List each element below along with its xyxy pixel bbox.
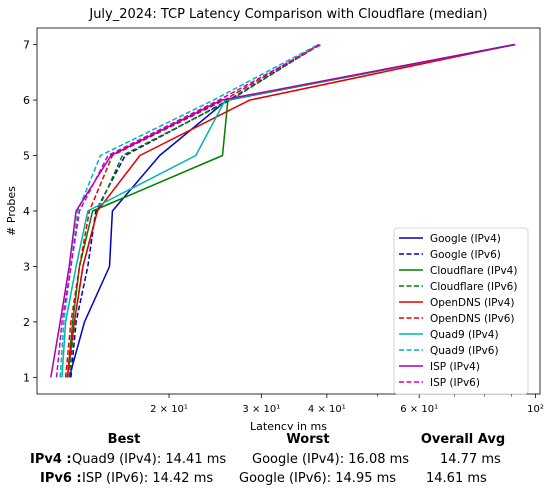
legend-label: Quad9 (IPv6) xyxy=(430,345,499,357)
series-line-6 xyxy=(64,43,320,378)
y-tick-label: 3 xyxy=(23,260,30,273)
summary-header-overall: Overall Avg xyxy=(420,432,506,447)
y-tick-label: 4 xyxy=(23,205,30,218)
x-tick-label: 3 × 10¹ xyxy=(242,404,280,415)
summary-ipv4-best: Quad9 (IPv4): 14.41 ms xyxy=(72,452,227,467)
legend-label: Cloudflare (IPv4) xyxy=(430,265,517,277)
summary-ipv4-worst: Google (IPv4): 16.08 ms xyxy=(252,452,410,467)
y-tick-label: 2 xyxy=(23,316,30,329)
y-tick-label: 6 xyxy=(23,94,30,107)
legend-label: OpenDNS (IPv6) xyxy=(430,313,515,325)
x-tick-label: 10² xyxy=(527,404,544,415)
x-tick-label: 4 × 10¹ xyxy=(308,404,346,415)
legend-label: ISP (IPv4) xyxy=(430,361,480,373)
plot-frame xyxy=(36,27,541,395)
series-line-9 xyxy=(50,43,516,378)
y-tick-label: 5 xyxy=(23,150,30,163)
summary-ipv6-overall: 14.61 ms xyxy=(426,471,487,486)
y-axis-label: # Probes xyxy=(5,186,18,236)
chart-title: July_2024: TCP Latency Comparison with C… xyxy=(88,7,487,22)
legend-label: Cloudflare (IPv6) xyxy=(430,281,517,293)
summary-ipv6-label: IPv6 : xyxy=(40,471,82,486)
legend-label: ISP (IPv6) xyxy=(430,377,480,389)
y-tick-label: 1 xyxy=(23,371,30,384)
summary-header-best: Best xyxy=(107,432,141,447)
summary-ipv6-best: ISP (IPv6): 14.42 ms xyxy=(82,471,214,486)
x-tick-label: 6 × 10¹ xyxy=(400,404,438,415)
series-line-2 xyxy=(70,43,321,378)
legend-label: Google (IPv6) xyxy=(430,249,501,261)
series-line-8 xyxy=(59,43,319,378)
legend-box xyxy=(393,227,529,395)
x-axis-label: Latency in ms xyxy=(250,420,327,430)
summary-ipv4-label: IPv4 : xyxy=(30,452,72,467)
latency-chart: July_2024: TCP Latency Comparison with C… xyxy=(5,7,544,430)
y-tick-label: 7 xyxy=(23,39,30,52)
summary-header-worst: Worst xyxy=(286,432,330,447)
x-tick-label: 2 × 10¹ xyxy=(150,404,188,415)
legend-label: OpenDNS (IPv4) xyxy=(430,297,515,309)
summary-ipv6-worst: Google (IPv6): 14.95 ms xyxy=(239,471,397,486)
summary-ipv4-overall: 14.77 ms xyxy=(440,452,501,467)
series-line-4 xyxy=(68,43,320,378)
legend-label: Google (IPv4) xyxy=(430,233,501,245)
legend-label: Quad9 (IPv4) xyxy=(430,329,499,341)
series-line-10 xyxy=(55,43,322,378)
series-line-5 xyxy=(66,43,515,378)
